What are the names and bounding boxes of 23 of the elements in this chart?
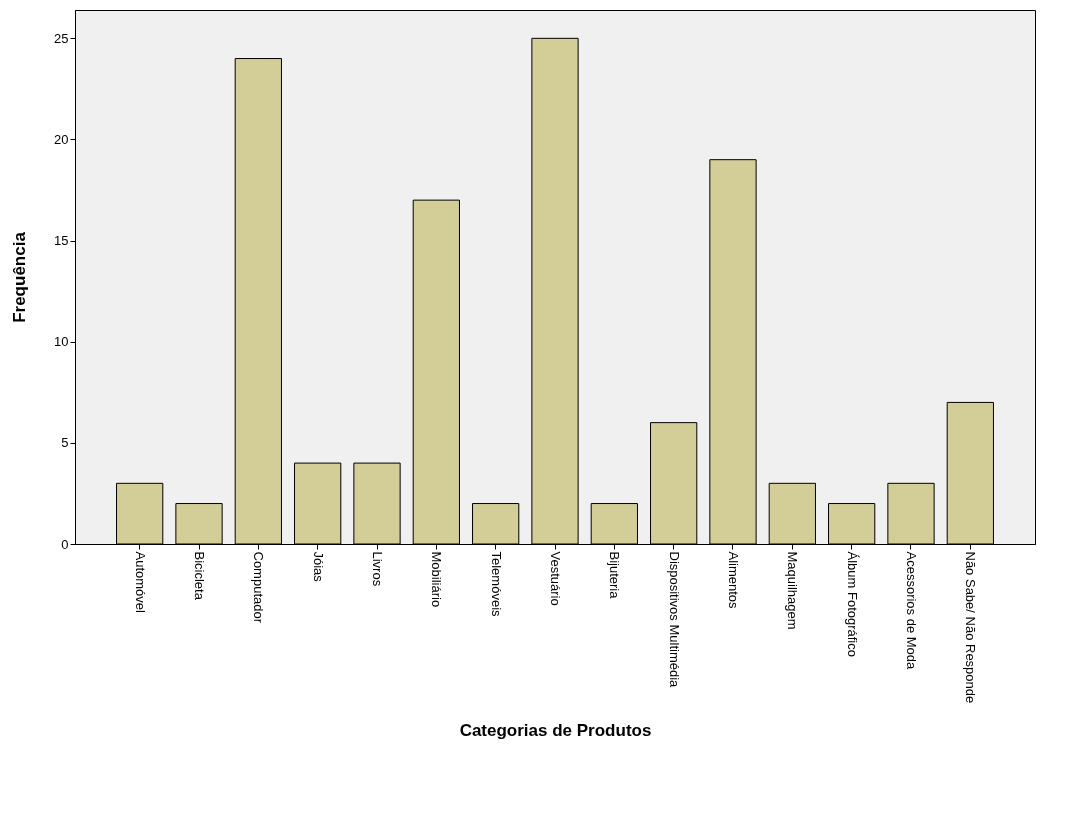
y-tick-label: 10	[54, 334, 69, 350]
x-tick-label: Automóvel	[132, 551, 148, 614]
y-tick-label: 5	[61, 435, 69, 451]
x-tick-label: Livros	[370, 551, 385, 587]
y-tick-label: 25	[54, 30, 69, 46]
y-tick-label: 0	[61, 536, 69, 552]
x-tick-label: Álbum Fotográfico	[844, 551, 860, 657]
y-tick-label: 20	[54, 131, 69, 147]
x-tick-label: Maquilhagem	[785, 551, 801, 630]
y-axis-title: Frequência	[10, 231, 30, 323]
x-tick-label: Acessorios de Moda	[904, 551, 919, 671]
x-tick-label: Não Sabe/ Não Responde	[963, 551, 979, 704]
x-tick-label: Bijuteria	[607, 551, 623, 600]
x-tick-label: Mobiliário	[429, 551, 445, 608]
x-tick-label: Computador	[251, 551, 267, 624]
x-tick-label: Telemóveis	[488, 551, 504, 618]
x-tick-label: Bicicleta	[192, 551, 207, 601]
x-tick-label: Dispositivos Multimédia	[666, 551, 682, 689]
x-axis-title: Categorias de Produtos	[459, 721, 652, 741]
y-tick-label: 15	[54, 233, 69, 249]
x-tick-label: Alimentos	[726, 551, 741, 610]
x-tick-label: Jóias	[310, 551, 326, 583]
x-tick-label: Vestuário	[548, 551, 563, 606]
